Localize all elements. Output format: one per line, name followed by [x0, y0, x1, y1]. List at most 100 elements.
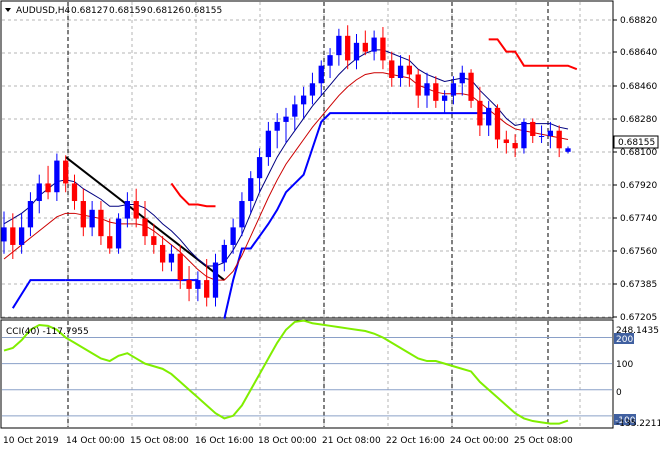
cci-axis: 248.1435 200 100 0 -100 -135.2211: [614, 326, 660, 429]
bear-candle[interactable]: [133, 188, 139, 228]
time-label: 21 Oct 08:00: [322, 436, 381, 446]
time-axis: 10 Oct 2019 14 Oct 00:00 15 Oct 08:00 16…: [3, 436, 573, 446]
bull-candle[interactable]: [248, 171, 254, 214]
candle-body: [63, 160, 69, 184]
candles[interactable]: [1, 25, 571, 307]
cci-level-0-label: 0: [616, 388, 622, 398]
bear-candle[interactable]: [345, 25, 351, 70]
bull-candle[interactable]: [441, 90, 448, 114]
bear-candle[interactable]: [186, 266, 192, 302]
price-tick: 0.68280: [613, 115, 657, 125]
svg-text:0.67920: 0.67920: [620, 181, 657, 191]
bear-candle[interactable]: [389, 51, 395, 87]
bull-candle[interactable]: [353, 34, 360, 70]
svg-text:200: 200: [616, 335, 633, 345]
bear-candle[interactable]: [71, 174, 78, 210]
bull-candle[interactable]: [195, 271, 201, 302]
bear-candle[interactable]: [98, 201, 104, 245]
bear-candle[interactable]: [159, 236, 166, 272]
bull-candle[interactable]: [283, 107, 289, 144]
bear-candle[interactable]: [107, 218, 113, 254]
bull-candle[interactable]: [300, 86, 307, 119]
candle-body: [151, 236, 157, 245]
candle-body: [265, 130, 272, 158]
bull-candle[interactable]: [547, 121, 554, 149]
price-tick: 0.67205: [613, 313, 657, 323]
bull-candle[interactable]: [27, 192, 34, 237]
candle-body: [54, 160, 60, 193]
svg-text:-100: -100: [615, 416, 636, 426]
bull-candle[interactable]: [424, 72, 430, 108]
bull-candle[interactable]: [292, 95, 298, 131]
bull-candle[interactable]: [450, 76, 457, 105]
bull-candle[interactable]: [115, 213, 122, 254]
bear-candle[interactable]: [10, 213, 16, 260]
bull-candle[interactable]: [239, 192, 245, 237]
main-panel-frame: [0, 0, 614, 319]
bear-candle[interactable]: [530, 118, 536, 144]
bear-candle[interactable]: [63, 155, 69, 193]
candle-body: [468, 72, 474, 101]
bear-candle[interactable]: [512, 134, 518, 158]
candle-body: [177, 253, 183, 281]
bull-candle[interactable]: [54, 153, 60, 202]
bull-candle[interactable]: [265, 121, 272, 166]
svg-text:0.67560: 0.67560: [620, 247, 657, 257]
bull-candle[interactable]: [309, 72, 316, 105]
bull-candle[interactable]: [36, 174, 42, 214]
bear-candle[interactable]: [80, 188, 86, 237]
bull-candle[interactable]: [89, 201, 95, 237]
cci-level-minus100-tag: -100: [614, 414, 636, 426]
trend-layer: [11, 38, 578, 319]
bear-candle[interactable]: [503, 130, 509, 154]
bear-candle[interactable]: [204, 259, 210, 307]
bear-candle[interactable]: [177, 244, 183, 289]
bull-candle[interactable]: [397, 55, 404, 87]
resistance-stop-line: [170, 182, 216, 208]
bull-candle[interactable]: [256, 148, 263, 193]
bear-candle[interactable]: [556, 125, 562, 158]
bull-candle[interactable]: [538, 125, 545, 144]
candle-body: [415, 74, 421, 96]
bull-candle[interactable]: [521, 118, 527, 154]
bear-candle[interactable]: [468, 69, 474, 108]
bull-candle[interactable]: [1, 211, 7, 254]
bull-candle[interactable]: [221, 239, 227, 272]
candle-body: [124, 201, 131, 219]
cci-line: [3, 319, 569, 425]
bear-candle[interactable]: [142, 201, 148, 245]
bull-candle[interactable]: [124, 192, 131, 228]
bull-candle[interactable]: [274, 113, 280, 149]
bull-candle[interactable]: [318, 60, 324, 96]
bear-candle[interactable]: [45, 165, 51, 200]
bull-candle[interactable]: [371, 30, 377, 61]
bear-candle[interactable]: [151, 223, 157, 254]
bear-candle[interactable]: [494, 104, 501, 149]
bear-candle[interactable]: [380, 27, 386, 70]
bull-candle[interactable]: [168, 244, 175, 272]
candle-body: [441, 95, 448, 101]
price-tick: 0.67740: [613, 214, 657, 224]
cci-min-label: -135.2211: [616, 419, 660, 429]
bull-candle[interactable]: [486, 100, 492, 136]
bear-candle[interactable]: [415, 69, 421, 108]
bull-candle[interactable]: [565, 146, 571, 154]
bull-candle[interactable]: [459, 65, 465, 96]
bear-candle[interactable]: [362, 30, 368, 56]
bear-candle[interactable]: [477, 86, 483, 136]
bull-candle[interactable]: [327, 48, 333, 78]
price-axis: 0.68820 0.68640 0.68460 0.68280 0.68100 …: [613, 16, 659, 323]
collapse-triangle-icon[interactable]: [5, 8, 11, 12]
candle-body: [300, 95, 307, 105]
bull-candle[interactable]: [336, 28, 342, 66]
bull-candle[interactable]: [230, 218, 236, 254]
candle-body: [309, 83, 316, 96]
candle-body: [159, 244, 166, 263]
candle-body: [406, 65, 413, 75]
bear-candle[interactable]: [433, 76, 439, 108]
bull-candle[interactable]: [212, 253, 219, 307]
bull-candle[interactable]: [18, 213, 25, 254]
ma-slow-line: [3, 72, 569, 281]
bear-candle[interactable]: [406, 55, 413, 87]
